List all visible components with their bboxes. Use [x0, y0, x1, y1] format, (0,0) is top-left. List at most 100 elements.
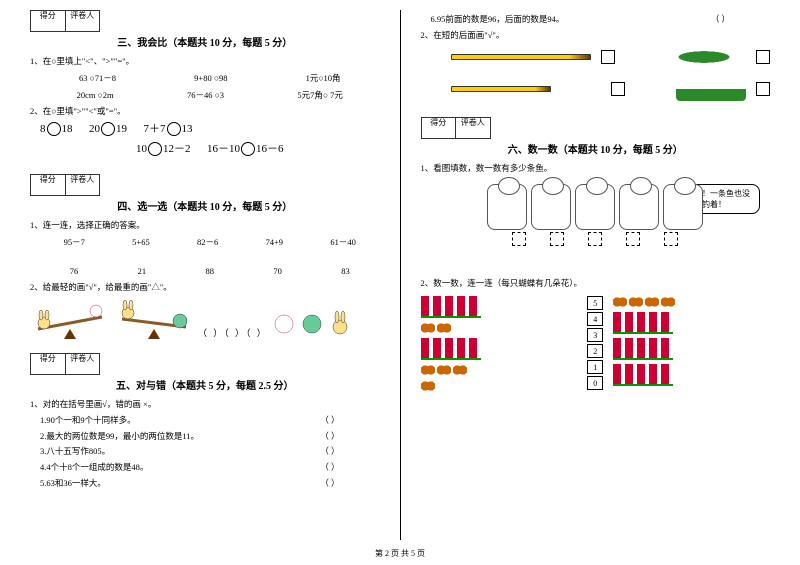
e4a: 10 — [136, 143, 147, 155]
left-column: 得分 评卷人 三、我会比（本题共 10 分，每题 5 分） 1、在○里填上"<"… — [30, 10, 400, 540]
opt: 82－6 — [197, 236, 218, 249]
snake-icon — [676, 45, 746, 69]
num-cell[interactable]: 4 — [587, 312, 603, 326]
flower-icon — [613, 312, 673, 334]
num-cell[interactable]: 3 — [587, 328, 603, 342]
score-label: 得分 — [422, 118, 457, 138]
paren[interactable]: （ ） — [320, 461, 339, 474]
butterfly-icon — [613, 296, 627, 308]
checkbox[interactable] — [601, 50, 615, 64]
seesaw-icon — [114, 297, 194, 339]
butterfly-icon — [453, 364, 467, 376]
num-cell[interactable]: 0 — [587, 376, 603, 390]
score-label: 得分 — [31, 11, 66, 31]
pencil-icon — [451, 54, 591, 60]
opt: 61－40 — [330, 236, 356, 249]
cmp-5: 76－46 ○3 — [187, 89, 224, 102]
sec5-q1: 1、对的在括号里画√，错的画 ×。 — [30, 398, 380, 411]
paren[interactable]: （ ） — [711, 13, 730, 26]
checkbox[interactable] — [611, 82, 625, 96]
score-box-5: 得分 评卷人 — [30, 353, 100, 375]
butterfly-icon — [661, 296, 675, 308]
answer-box[interactable] — [626, 232, 640, 246]
cmp-1: 63 ○71－8 — [79, 72, 116, 85]
checkbox[interactable] — [756, 82, 770, 96]
butterfly-icon — [645, 296, 659, 308]
tf-item: 1.90个一和9个十同样多。 — [40, 414, 136, 427]
e5b: 16－6 — [256, 143, 284, 155]
circle-blank[interactable] — [47, 122, 61, 136]
tf-item: 6.95前面的数是96，后面的数是94。 — [431, 13, 565, 26]
sec3-bigrow1: 818 2019 7＋713 — [30, 121, 380, 138]
paren[interactable]: （ ） — [320, 445, 339, 458]
circle-blank[interactable] — [167, 122, 181, 136]
pencil-row-1 — [451, 45, 771, 69]
count-figure: 5 4 3 2 1 0 — [421, 296, 771, 392]
grader-label: 评卷人 — [66, 354, 100, 374]
opt: 21 — [138, 265, 147, 278]
sec4-r2: 76 21 88 70 83 — [30, 265, 380, 278]
tf-list: 1.90个一和9个十同样多。 （ ） 2.最大的两位数是99，最小的两位数是11。… — [30, 414, 380, 490]
e2b: 19 — [116, 123, 127, 135]
e1a: 8 — [40, 123, 46, 135]
tf-item: 2.最大的两位数是99，最小的两位数是11。 — [40, 430, 199, 443]
butterfly-icon — [437, 322, 451, 334]
sec3-row2: 20cm ○2m 76－46 ○3 5元7角○ 7元 — [30, 89, 380, 102]
e2a: 20 — [89, 123, 100, 135]
num-cell[interactable]: 1 — [587, 360, 603, 374]
paren-group[interactable]: （ ）（ ）（ ） — [198, 326, 268, 339]
left-flowers — [421, 296, 578, 392]
butterfly-icon — [421, 364, 435, 376]
answer-box[interactable] — [664, 232, 678, 246]
cat-icon — [487, 184, 527, 230]
tf-item: 4.4个十8个一组成的数是48。 — [40, 461, 148, 474]
sec5b-q2: 2、在短的后面画"√"。 — [421, 29, 771, 42]
sec3-title: 三、我会比（本题共 10 分，每题 5 分） — [30, 34, 380, 49]
opt: 5+65 — [132, 236, 150, 249]
opt: 83 — [341, 265, 350, 278]
score-box-4: 得分 评卷人 — [30, 174, 100, 196]
circle-blank[interactable] — [148, 142, 162, 156]
answer-box[interactable] — [588, 232, 602, 246]
tf-item: 3.八十五写作805。 — [40, 445, 110, 458]
butterfly-icon — [421, 380, 435, 392]
sec6-title: 六、数一数（本题共 10 分，每题 5 分） — [421, 141, 771, 156]
paren[interactable]: （ ） — [320, 414, 339, 427]
grader-label: 评卷人 — [66, 175, 100, 195]
cat-icon — [531, 184, 571, 230]
cat-icon — [619, 184, 659, 230]
paren[interactable]: （ ） — [320, 430, 339, 443]
cmp-4: 20cm ○2m — [77, 89, 114, 102]
opt: 95－7 — [64, 236, 85, 249]
butterfly-icon — [437, 364, 451, 376]
sec4-q2: 2、给最轻的画"√"，给最重的画"△"。 — [30, 281, 380, 294]
sec4-q1: 1、连一连，选择正确的答案。 — [30, 219, 380, 232]
flower-icon — [613, 338, 673, 360]
flower-icon — [421, 296, 481, 318]
circle-blank[interactable] — [241, 142, 255, 156]
sec6-q1: 1、看图填数，数一数有多少条鱼。 — [421, 162, 771, 175]
score-box-3: 得分 评卷人 — [30, 10, 100, 32]
sec5-title: 五、对与错（本题共 5 分，每题 2.5 分） — [30, 377, 380, 392]
answer-box[interactable] — [550, 232, 564, 246]
opt: 76 — [70, 265, 79, 278]
flower-icon — [421, 338, 481, 360]
flower-icon — [613, 364, 673, 386]
grader-label: 评卷人 — [66, 11, 100, 31]
bunny-icon — [328, 309, 352, 339]
circle-blank[interactable] — [101, 122, 115, 136]
score-label: 得分 — [31, 354, 66, 374]
sec4-title: 四、选一选（本题共 10 分，每题 5 分） — [30, 198, 380, 213]
butterfly-icon — [629, 296, 643, 308]
num-cell[interactable]: 5 — [587, 296, 603, 310]
frog-icon — [300, 309, 324, 339]
score-box-6: 得分 评卷人 — [421, 117, 491, 139]
e1b: 18 — [62, 123, 73, 135]
num-cell[interactable]: 2 — [587, 344, 603, 358]
right-flowers — [613, 296, 770, 392]
e4b: 12－2 — [163, 143, 191, 155]
cats-figure: 咦！一条鱼也没有钓着！ — [421, 184, 771, 274]
answer-box[interactable] — [512, 232, 526, 246]
paren[interactable]: （ ） — [320, 477, 339, 490]
checkbox[interactable] — [756, 50, 770, 64]
